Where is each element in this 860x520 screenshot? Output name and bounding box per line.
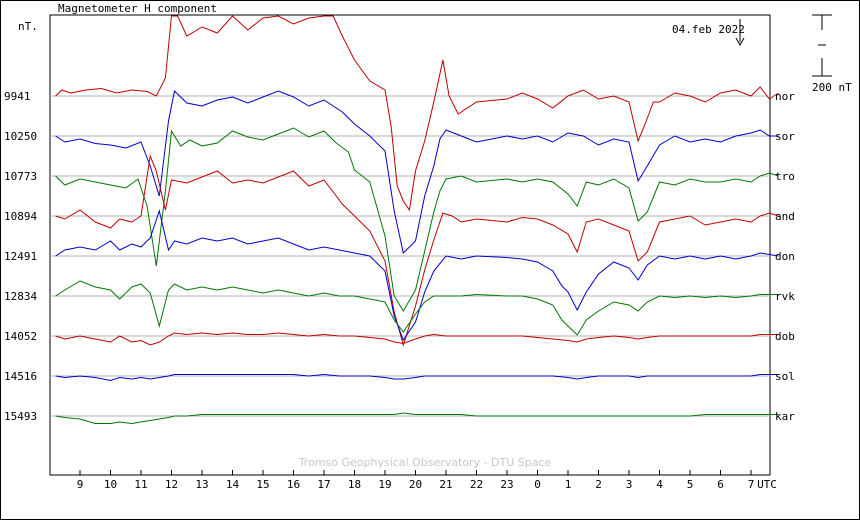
date-label: 04.feb 2022 bbox=[672, 23, 745, 36]
watermark: Tromso Geophysical Observatory - DTU Spa… bbox=[298, 456, 552, 469]
x-tick-label-5: 5 bbox=[687, 478, 694, 491]
x-tick-label-4: 4 bbox=[656, 478, 663, 491]
baseline-value-don: 12491 bbox=[4, 250, 37, 263]
date-arrow-head-icon bbox=[735, 37, 745, 47]
series-sor bbox=[55, 89, 779, 254]
baseline-labels: 9941 10250 10773 10894 12491 12834 14052 14516 1… bbox=[4, 90, 37, 423]
x-tick-label-0: 0 bbox=[534, 478, 541, 491]
unit-label: nT. bbox=[18, 20, 38, 33]
baseline-value-dob: 14052 bbox=[4, 330, 37, 343]
x-tick-label-9: 9 bbox=[77, 478, 84, 491]
x-tick-label-23: 23 bbox=[500, 478, 513, 491]
series-kar bbox=[55, 412, 779, 425]
baseline-value-and: 10894 bbox=[4, 210, 37, 223]
series-sol bbox=[55, 373, 779, 382]
station-label-dob: dob bbox=[775, 330, 795, 343]
series-dob bbox=[55, 332, 779, 346]
x-tick-label-7: 7 bbox=[748, 478, 755, 491]
scale-label: 200 nT bbox=[812, 81, 852, 94]
station-label-sor: sor bbox=[775, 130, 795, 143]
series-and bbox=[55, 154, 779, 347]
baseline-value-sol: 14516 bbox=[4, 370, 37, 383]
baseline-value-kar: 15493 bbox=[4, 410, 37, 423]
x-tick-label-20: 20 bbox=[409, 478, 422, 491]
x-tick-label-17: 17 bbox=[317, 478, 330, 491]
x-tick-label-16: 16 bbox=[287, 478, 300, 491]
station-labels: nor sor tro and don rvk dob sol kar bbox=[775, 90, 795, 423]
baseline-value-tro: 10773 bbox=[4, 170, 37, 183]
x-tick-label-12: 12 bbox=[165, 478, 178, 491]
x-tick-label-19: 19 bbox=[378, 478, 391, 491]
x-axis-ticks: 9 10 11 12 13 14 15 16 17 18 19 20 21 22 23 0 1 2 3 4 5 6 7 bbox=[77, 470, 755, 491]
series-lines bbox=[55, 15, 779, 425]
station-label-rvk: rvk bbox=[775, 290, 795, 303]
station-label-tro: tro bbox=[775, 170, 795, 183]
x-tick-label-1: 1 bbox=[565, 478, 572, 491]
plot-area bbox=[49, 14, 771, 476]
x-tick-label-21: 21 bbox=[439, 478, 452, 491]
x-tick-label-3: 3 bbox=[626, 478, 633, 491]
station-label-sol: sol bbox=[775, 370, 795, 383]
x-unit-label: UTC bbox=[757, 478, 777, 491]
x-tick-label-13: 13 bbox=[195, 478, 208, 491]
x-tick-label-10: 10 bbox=[104, 478, 117, 491]
x-tick-label-18: 18 bbox=[348, 478, 361, 491]
x-tick-label-14: 14 bbox=[226, 478, 240, 491]
scale-bar bbox=[812, 14, 832, 77]
series-don bbox=[55, 209, 779, 342]
chart-title: Magnetometer H component bbox=[58, 2, 217, 15]
series-nor bbox=[55, 15, 779, 212]
x-tick-label-6: 6 bbox=[717, 478, 724, 491]
baseline-value-sor: 10250 bbox=[4, 130, 37, 143]
series-rvk bbox=[55, 280, 779, 336]
station-label-don: don bbox=[775, 250, 795, 263]
x-tick-label-11: 11 bbox=[134, 478, 147, 491]
x-tick-label-2: 2 bbox=[595, 478, 602, 491]
series-tro bbox=[55, 127, 779, 312]
station-label-and: and bbox=[775, 210, 795, 223]
x-tick-label-22: 22 bbox=[470, 478, 483, 491]
x-tick-label-15: 15 bbox=[256, 478, 269, 491]
station-label-kar: kar bbox=[775, 410, 795, 423]
baseline-value-rvk: 12834 bbox=[4, 290, 37, 303]
station-label-nor: nor bbox=[775, 90, 795, 103]
baseline-value-nor: 9941 bbox=[4, 90, 31, 103]
